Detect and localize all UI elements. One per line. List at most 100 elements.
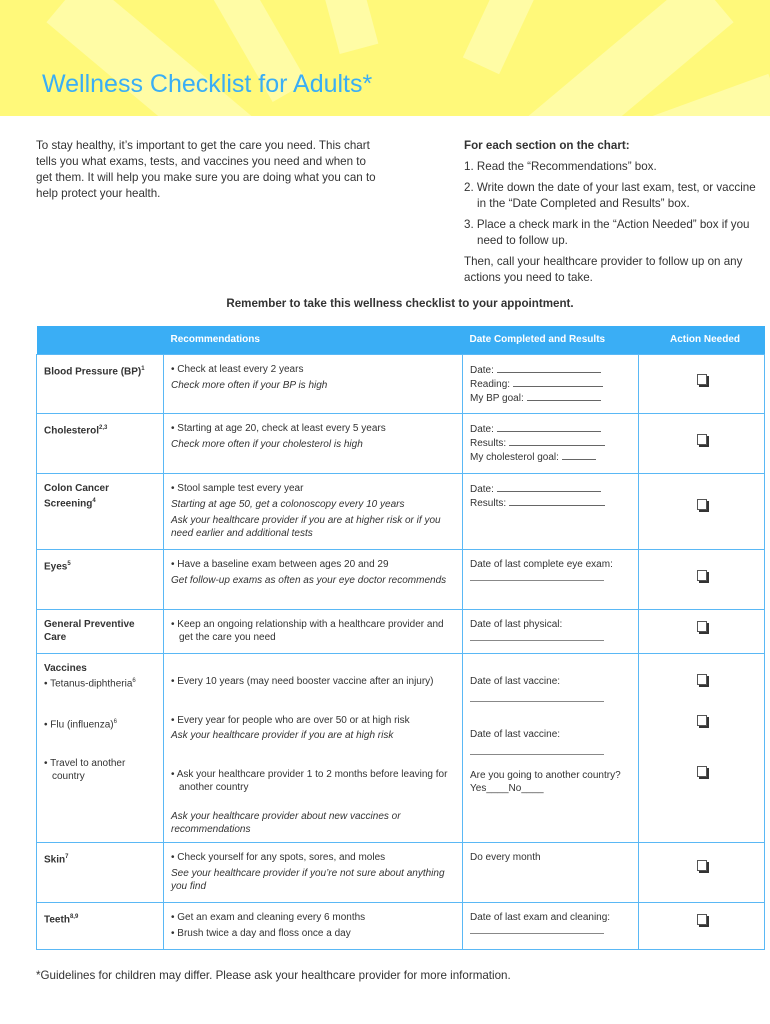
- table-row: Blood Pressure (BP)1 • Check at least eve…: [36, 353, 765, 414]
- table-row: Teeth8,9 • Get an exam and cleaning every…: [36, 901, 765, 950]
- header-date: Date Completed and Results: [462, 326, 639, 354]
- field-line[interactable]: [496, 482, 601, 492]
- row-label: Cholesterol2,3: [36, 412, 164, 474]
- date-field: Date:: [470, 363, 631, 377]
- date-results-cell: Date: Results: My cholesterol goal:: [462, 412, 639, 474]
- sub-label: • Tetanus-diphtheria6: [44, 675, 156, 690]
- checkbox[interactable]: [696, 498, 707, 510]
- note: Check more often if your cholesterol is …: [171, 438, 363, 450]
- instructions: For each section on the chart: 1. Read t…: [464, 138, 764, 286]
- recommendations-cell: • Keep an ongoing relationship with a he…: [163, 608, 463, 654]
- field-line[interactable]: [496, 363, 601, 373]
- row-label: Eyes5: [36, 548, 164, 610]
- checkbox-wrap: [646, 913, 757, 929]
- step: 2. Write down the date of your last exam…: [464, 181, 756, 210]
- action-cell: [638, 548, 765, 610]
- row-label: Teeth8,9: [36, 901, 164, 950]
- field-line[interactable]: [561, 450, 596, 460]
- date-field: Are you going to another country? Yes___…: [470, 769, 621, 794]
- field-label: My cholesterol goal:: [470, 451, 559, 463]
- action-cell: [638, 472, 765, 550]
- recommendation: • Get an exam and cleaning every 6 month…: [171, 911, 366, 923]
- table-row: Eyes5 • Have a baseline exam between ages…: [36, 548, 765, 610]
- reminder: Remember to take this wellness checklist…: [226, 297, 574, 310]
- checkbox[interactable]: [696, 913, 707, 925]
- row-label: General Preventive Care: [36, 608, 164, 654]
- field-line[interactable]: [509, 496, 606, 506]
- date-field: My cholesterol goal:: [470, 450, 631, 464]
- row-label: Blood Pressure (BP)1: [36, 353, 164, 414]
- date-line: [470, 571, 604, 581]
- row-label: Vaccines • Tetanus-diphtheria6 • Flu (infl…: [36, 652, 164, 843]
- field-line[interactable]: [496, 422, 601, 432]
- row-label-text: Vaccines: [44, 662, 87, 674]
- recommendation: • Check yourself for any spots, sores, a…: [171, 851, 386, 863]
- step: 3. Place a check mark in the “Action Nee…: [464, 218, 750, 247]
- footnote-ref: 7: [65, 853, 69, 860]
- field-line[interactable]: [509, 436, 606, 446]
- action-cell: [638, 652, 765, 843]
- footnote-ref: 8,9: [69, 913, 79, 920]
- intro-text: To stay healthy, it’s important to get t…: [36, 139, 376, 200]
- page-title: Wellness Checklist for Adults*: [42, 70, 373, 98]
- sub-label: • Flu (influenza)6: [44, 716, 156, 731]
- date-line: [470, 631, 604, 641]
- field-label: Date of last exam and cleaning:: [470, 911, 611, 923]
- checkbox[interactable]: [696, 569, 707, 581]
- note: See your healthcare provider if you’re n…: [171, 867, 445, 892]
- recommendations-cell: • Get an exam and cleaning every 6 month…: [163, 901, 463, 950]
- header-action: Action Needed: [638, 326, 765, 354]
- date-field: My BP goal:: [470, 391, 631, 405]
- row-label-text: Eyes: [44, 560, 68, 572]
- checkbox[interactable]: [696, 859, 707, 871]
- checkbox-wrap: [646, 714, 757, 730]
- action-cell: [638, 412, 765, 474]
- row-label-text: Blood Pressure (BP): [44, 365, 142, 377]
- date-field: Date of last vaccine:: [470, 675, 561, 687]
- page-body: To stay healthy, it’s important to get t…: [36, 138, 765, 984]
- instructions-heading: For each section on the chart:: [464, 139, 630, 152]
- sub-label-text: • Flu (influenza): [44, 719, 114, 731]
- field-label: Date of last physical:: [470, 618, 563, 630]
- action-cell: [638, 608, 765, 654]
- field-line[interactable]: [513, 377, 604, 387]
- field-label: Date:: [470, 364, 494, 376]
- note: Get follow-up exams as often as your eye…: [171, 574, 447, 586]
- checkbox[interactable]: [696, 620, 707, 632]
- checkbox-wrap: [646, 859, 757, 875]
- note: Check more often if your BP is high: [171, 379, 328, 391]
- recommendation: • Brush twice a day and floss once a day: [171, 927, 351, 939]
- table-row: Cholesterol2,3 • Starting at age 20, chec…: [36, 412, 765, 474]
- checkbox-wrap: [646, 433, 757, 449]
- date-field: Date of last vaccine:: [470, 728, 561, 740]
- field-label: Reading:: [470, 378, 511, 390]
- recommendations-cell: • Stool sample test every year Starting a…: [163, 472, 463, 550]
- footnote-ref: 4: [92, 497, 96, 504]
- recommendations-cell: • Every 10 years (may need booster vacci…: [163, 652, 463, 843]
- row-label: Skin7: [36, 841, 164, 903]
- date-field: Date of last complete eye exam:: [470, 558, 631, 571]
- checkbox[interactable]: [696, 433, 707, 445]
- checkbox[interactable]: [696, 374, 707, 385]
- field-label: Do every month: [470, 851, 541, 863]
- action-cell: [638, 353, 765, 414]
- field-label: Results:: [470, 437, 507, 449]
- note: Ask your healthcare provider if you are …: [171, 514, 441, 539]
- recommendation: • Have a baseline exam between ages 20 a…: [171, 558, 389, 570]
- date-line: [470, 688, 604, 702]
- date-field: Date:: [470, 482, 631, 496]
- recommendation: • Keep an ongoing relationship with a he…: [171, 618, 444, 643]
- date-results-cell: Date of last complete eye exam:: [462, 548, 639, 610]
- footnote-ref: 5: [67, 560, 71, 567]
- table-row: Vaccines • Tetanus-diphtheria6 • Flu (infl…: [36, 652, 765, 843]
- recommendations-cell: • Have a baseline exam between ages 20 a…: [163, 548, 463, 610]
- field-line[interactable]: [526, 391, 601, 401]
- recommendations-cell: • Starting at age 20, check at least eve…: [163, 412, 463, 474]
- header-blank: [36, 326, 164, 354]
- checkbox[interactable]: [696, 765, 707, 777]
- date-results-cell: Date of last exam and cleaning:: [462, 901, 639, 950]
- checkbox[interactable]: [696, 673, 707, 685]
- field-label: Date of last complete eye exam:: [470, 558, 613, 570]
- step: 1. Read the “Recommendations” box.: [464, 160, 657, 173]
- checkbox[interactable]: [696, 714, 707, 726]
